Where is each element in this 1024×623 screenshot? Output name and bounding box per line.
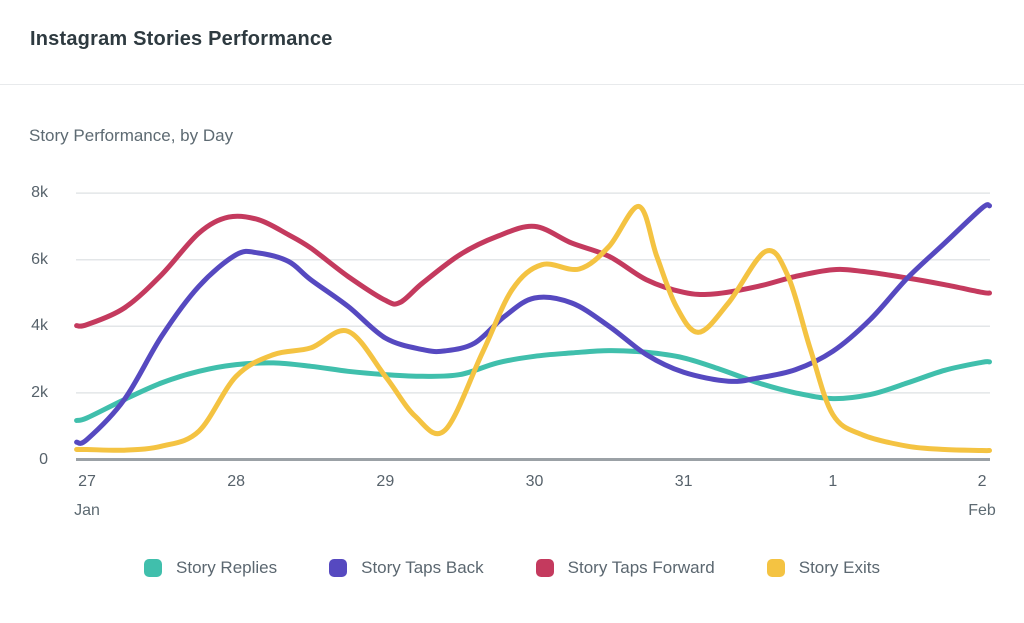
- legend-label: Story Replies: [176, 558, 278, 577]
- series-line-story-taps-forward: [74, 213, 992, 329]
- y-tick-0: 0: [39, 450, 48, 468]
- header-divider: [0, 84, 1024, 85]
- legend-item-story-replies[interactable]: Story Replies: [144, 558, 277, 578]
- legend-item-story-taps-forward[interactable]: Story Taps Forward: [535, 558, 715, 578]
- month-label-feb: Feb: [968, 502, 996, 519]
- series-line-story-exits: [74, 203, 992, 454]
- x-tick-1: 1: [828, 473, 838, 490]
- page-title: Instagram Stories Performance: [30, 28, 333, 50]
- x-tick-31: 31: [674, 473, 693, 490]
- legend-label: Story Taps Forward: [567, 558, 715, 577]
- legend-label: Story Exits: [798, 558, 880, 577]
- legend-swatch-icon: [144, 559, 163, 577]
- series-line-story-replies: [74, 348, 992, 423]
- x-tick-2: 2: [977, 473, 987, 490]
- legend-item-story-exits[interactable]: Story Exits: [766, 558, 880, 578]
- y-tick-4k: 4k: [31, 317, 48, 335]
- y-tick-6k: 6k: [31, 250, 48, 268]
- chart-legend: Story Replies Story Taps Back Story Taps F…: [0, 558, 1024, 578]
- legend-swatch-icon: [329, 559, 348, 577]
- legend-item-story-taps-back[interactable]: Story Taps Back: [329, 558, 484, 578]
- y-tick-8k: 8k: [31, 184, 48, 202]
- x-tick-30: 30: [525, 473, 544, 490]
- month-label-jan: Jan: [74, 502, 100, 519]
- y-tick-2k: 2k: [31, 383, 48, 401]
- series-line-story-taps-back: [74, 202, 992, 446]
- line-chart: [74, 192, 992, 461]
- legend-swatch-icon: [535, 559, 554, 577]
- x-tick-28: 28: [227, 473, 246, 490]
- legend-swatch-icon: [766, 559, 785, 577]
- chart-subtitle: Story Performance, by Day: [29, 126, 234, 145]
- legend-label: Story Taps Back: [361, 558, 484, 577]
- x-tick-27: 27: [78, 473, 96, 490]
- x-tick-29: 29: [376, 473, 395, 490]
